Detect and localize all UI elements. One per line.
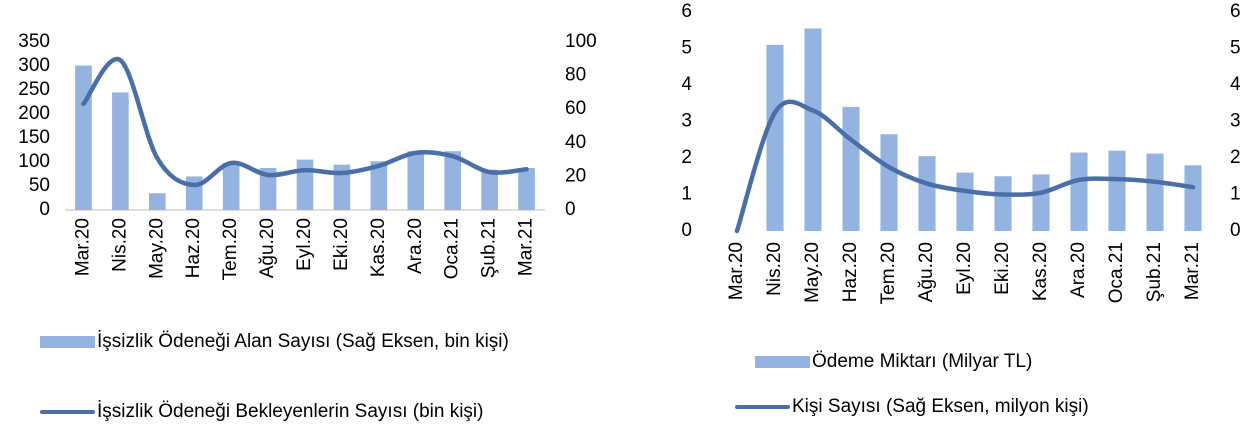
bar xyxy=(1184,165,1202,231)
bar xyxy=(185,176,203,210)
x-tick-label: Şub.21 xyxy=(479,218,500,278)
x-tick-label: Kas.20 xyxy=(1030,242,1051,301)
y-tick-label: 3 xyxy=(681,111,692,132)
x-tick-label: Tem.20 xyxy=(878,242,899,304)
legend-label: Ödeme Miktarı (Milyar TL) xyxy=(812,351,1033,372)
y2-tick-label: 1 xyxy=(1230,184,1241,205)
bar xyxy=(481,169,498,210)
y2-tick-label: 80 xyxy=(565,65,586,86)
bar xyxy=(149,193,166,210)
bar xyxy=(956,172,974,231)
legend-item: İşsizlik Ödeneği Bekleyenlerin Sayısı (b… xyxy=(40,400,640,424)
y-tick-label: 0 xyxy=(681,220,692,241)
x-tick-label: Tem.20 xyxy=(220,218,241,280)
y2-tick-label: 0 xyxy=(565,199,576,220)
y-tick-label: 5 xyxy=(681,38,692,59)
bar xyxy=(1070,152,1088,231)
y-tick-label: 50 xyxy=(29,175,50,196)
y-tick-label: 2 xyxy=(681,147,692,168)
y2-tick-label: 20 xyxy=(565,165,586,186)
bar xyxy=(994,176,1012,231)
bar xyxy=(518,168,535,210)
y-tick-label: 300 xyxy=(18,55,50,76)
legend-item: Kişi Sayısı (Sağ Eksen, milyon kişi) xyxy=(735,395,1235,419)
x-tick-label: Eki.20 xyxy=(331,218,352,271)
x-tick-label: Ara.20 xyxy=(405,218,426,274)
y-tick-label: 250 xyxy=(18,79,50,100)
x-tick-label: Mar.21 xyxy=(1182,242,1203,300)
y2-tick-label: 100 xyxy=(565,31,597,52)
bar xyxy=(75,65,92,211)
y2-tick-label: 5 xyxy=(1230,38,1241,59)
bar xyxy=(296,159,314,210)
x-tick-label: May.20 xyxy=(802,242,823,303)
bar xyxy=(259,168,277,210)
y2-tick-label: 40 xyxy=(565,132,586,153)
x-tick-label: Haz.20 xyxy=(840,242,861,302)
bar xyxy=(222,162,240,210)
legend-swatch-line xyxy=(735,405,790,409)
bar xyxy=(1146,153,1164,231)
line xyxy=(734,99,1196,234)
bar xyxy=(333,164,351,210)
x-tick-label: Oca.21 xyxy=(1106,242,1127,303)
x-tick-label: May.20 xyxy=(146,218,167,279)
y-tick-label: 6 xyxy=(681,1,692,22)
x-tick-label: Eyl.20 xyxy=(954,242,975,295)
legend-swatch-bar xyxy=(755,356,810,368)
legend-item: Ödeme Miktarı (Milyar TL) xyxy=(755,350,1175,374)
x-tick-label: Oca.21 xyxy=(442,218,463,279)
legend-label: İşsizlik Ödeneği Bekleyenlerin Sayısı (b… xyxy=(97,401,484,422)
x-tick-label: Kas.20 xyxy=(368,218,389,277)
bar xyxy=(804,28,822,231)
y2-tick-label: 60 xyxy=(565,98,586,119)
legend-label: Kişi Sayısı (Sağ Eksen, milyon kişi) xyxy=(792,396,1089,417)
y2-tick-label: 2 xyxy=(1230,147,1241,168)
y-tick-label: 100 xyxy=(18,151,50,172)
y2-tick-label: 6 xyxy=(1230,1,1241,22)
bar xyxy=(918,156,936,231)
x-tick-label: Ağu.20 xyxy=(916,242,937,302)
bar xyxy=(112,92,129,210)
x-tick-label: Eyl.20 xyxy=(294,218,315,271)
x-tick-label: Ağu.20 xyxy=(257,218,278,278)
y2-tick-label: 3 xyxy=(1230,111,1241,132)
y2-tick-label: 0 xyxy=(1230,220,1241,241)
bar xyxy=(1032,174,1050,231)
y-tick-label: 350 xyxy=(18,31,50,52)
x-tick-label: Haz.20 xyxy=(183,218,204,278)
x-tick-label: Nis.20 xyxy=(109,218,130,272)
x-tick-label: Ara.20 xyxy=(1068,242,1089,298)
y2-tick-label: 4 xyxy=(1230,74,1241,95)
y-tick-label: 150 xyxy=(18,127,50,148)
y-tick-label: 0 xyxy=(39,199,50,220)
bar xyxy=(407,151,425,210)
bar xyxy=(444,151,461,210)
x-tick-label: Mar.20 xyxy=(726,242,747,300)
x-tick-label: Mar.20 xyxy=(72,218,93,276)
legend-swatch-line xyxy=(40,410,95,414)
line xyxy=(81,56,529,188)
bar xyxy=(766,44,784,231)
x-tick-label: Mar.21 xyxy=(516,218,537,276)
x-tick-label: Nis.20 xyxy=(764,242,785,296)
x-tick-label: Şub.21 xyxy=(1144,242,1165,302)
bar xyxy=(370,161,388,210)
y-tick-label: 1 xyxy=(681,184,692,205)
y-tick-label: 4 xyxy=(681,74,692,95)
y-tick-label: 200 xyxy=(18,103,50,124)
bar xyxy=(1108,150,1126,231)
x-tick-label: Eki.20 xyxy=(992,242,1013,295)
legend-item: İşsizlik Ödeneği Alan Sayısı (Sağ Eksen,… xyxy=(40,330,600,354)
bar xyxy=(880,134,898,231)
legend-label: İşsizlik Ödeneği Alan Sayısı (Sağ Eksen,… xyxy=(97,331,509,352)
bar xyxy=(842,106,860,231)
legend-swatch-bar xyxy=(40,336,95,348)
